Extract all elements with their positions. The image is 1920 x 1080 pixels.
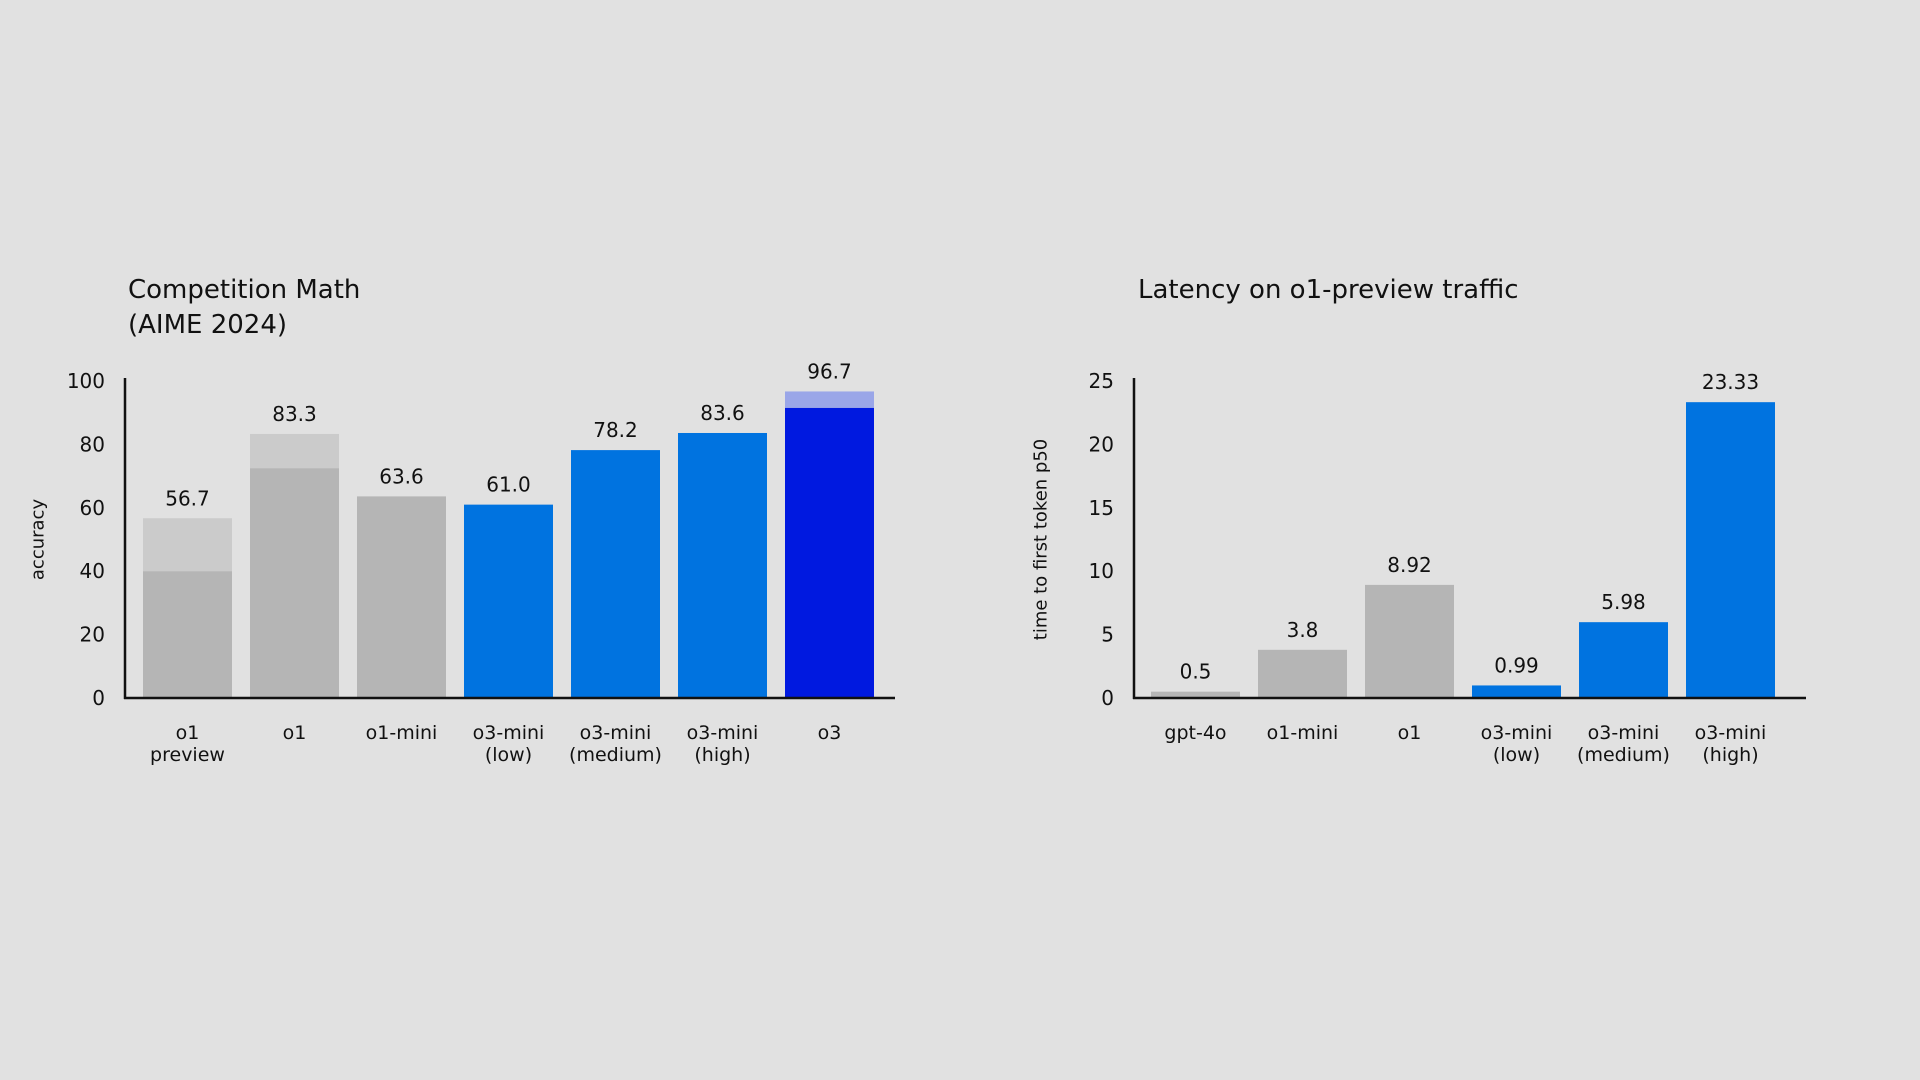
x-tick-label: (low) [485,744,532,766]
x-tick-label: o3-mini [1588,722,1660,744]
competition-math-panel: Competition Math (AIME 2024) accuracy 0 20… [28,273,895,766]
latency-panel: Latency on o1-preview traffic time to fi… [960,0,1920,1080]
bar [1579,622,1668,698]
y-tick-label: 80 [80,432,105,456]
bar-overlay [785,391,874,408]
chart-title: Competition Math (AIME 2024) [128,273,360,343]
chart-title-line-1: Competition Math [128,275,361,305]
bar [143,571,232,698]
x-tick-label: (medium) [569,744,662,766]
data-label: 3.8 [1287,618,1319,642]
bar [1258,649,1347,698]
data-label: 63.6 [379,464,424,488]
data-label: 61.0 [486,473,531,497]
x-tick-label: o3-mini [1695,722,1767,744]
x-tick-label: o1-mini [1267,722,1339,744]
data-label: 23.33 [1702,370,1759,394]
x-tick-label: o1-mini [366,722,438,744]
y-axis-label: accuracy [28,499,49,581]
data-label: 83.3 [272,402,317,426]
y-tick-label: 20 [80,623,105,647]
bar [1686,402,1775,698]
x-tick-label: preview [150,744,225,766]
x-tick-label: o1 [176,722,200,744]
y-axis-label: time to first token p50 [1031,439,1052,640]
bar [357,496,446,698]
bar [1472,685,1561,698]
chart-title: Latency on o1-preview traffic [1138,273,1519,308]
y-tick-label: 0 [1101,686,1114,710]
x-tick-label: (high) [694,744,750,766]
x-tick-label: o1 [283,722,307,744]
chart-title-line-2: (AIME 2024) [128,310,288,340]
competition-math-chart: accuracy02040608010056.7o1preview83.3o16… [28,359,895,766]
bar [785,407,874,698]
x-tick-label: o3-mini [580,722,652,744]
data-label: 0.99 [1494,653,1539,677]
y-tick-label: 0 [92,686,105,710]
x-tick-label: o1 [1398,722,1422,744]
x-tick-label: o3-mini [1481,722,1553,744]
bar [250,468,339,698]
y-tick-label: 10 [1089,559,1114,583]
x-tick-label: o3-mini [687,722,759,744]
x-tick-label: (low) [1493,744,1540,766]
bar-overlay [143,518,232,572]
y-tick-label: 15 [1089,496,1114,520]
y-tick-label: 25 [1089,369,1114,393]
x-tick-label: o3-mini [473,722,545,744]
x-tick-label: (medium) [1577,744,1670,766]
data-label: 8.92 [1387,553,1432,577]
y-tick-label: 5 [1101,623,1114,647]
x-tick-label: (high) [1702,744,1758,766]
y-tick-label: 40 [80,559,105,583]
data-label: 0.5 [1180,660,1212,684]
chart-title-line-1: Latency on o1-preview traffic [1138,275,1519,305]
bar [1151,691,1240,698]
x-tick-label: o3 [818,722,842,744]
bar [1365,584,1454,698]
bar [571,450,660,698]
y-tick-label: 100 [67,369,105,393]
data-label: 5.98 [1601,590,1646,614]
data-label: 56.7 [165,486,210,510]
bar-overlay [250,433,339,469]
y-tick-label: 20 [1089,432,1114,456]
data-label: 78.2 [593,418,638,442]
bar [464,504,553,698]
y-tick-label: 60 [80,496,105,520]
latency-chart: time to first token p50 0 5 10 15 20 25 0.5 gpt-… [1031,369,1806,766]
bar [678,432,767,698]
data-label: 96.7 [807,359,852,383]
data-label: 83.6 [700,401,745,425]
x-tick-label: gpt-4o [1164,722,1226,744]
